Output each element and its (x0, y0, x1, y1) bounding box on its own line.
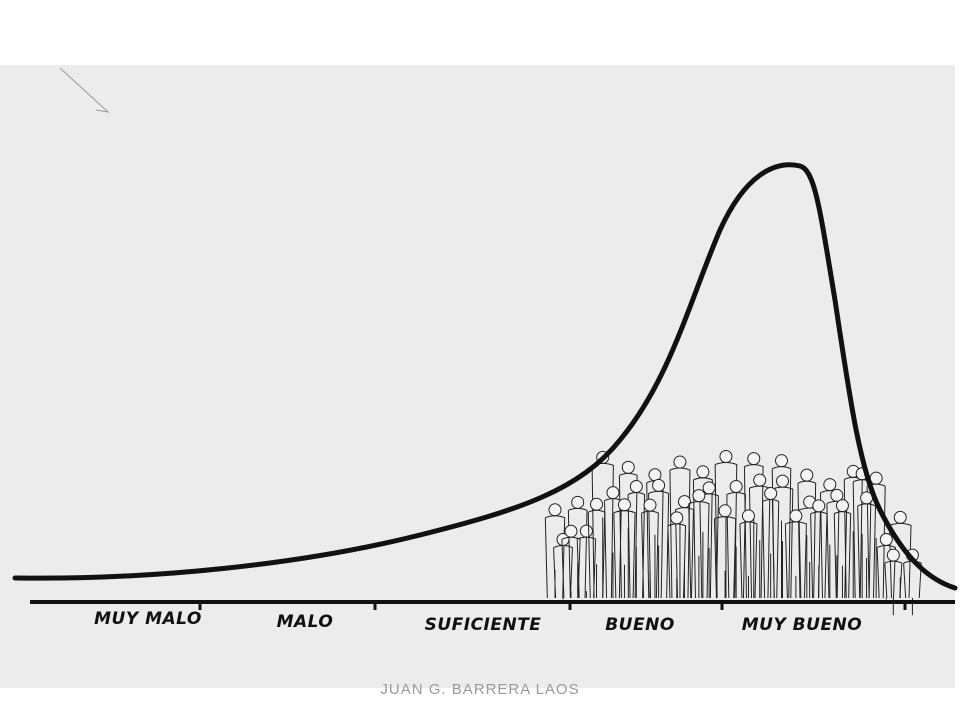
crowd-figure (753, 473, 767, 487)
crowd-figure (869, 471, 883, 485)
crowd-figure (800, 468, 814, 482)
axis-label: MALO (277, 612, 334, 632)
crowd (544, 450, 922, 616)
crowd-figure (823, 478, 837, 492)
crowd-figure (548, 503, 562, 517)
crowd-figure (643, 498, 657, 512)
axis-label: MUY BUENO (742, 615, 863, 635)
crowd-figure (627, 492, 646, 599)
axis-ticks (198, 600, 907, 610)
crowd-figure (797, 480, 817, 599)
crowd-figure (775, 454, 789, 468)
crowd-figure (696, 465, 710, 479)
crowd-figure (587, 509, 606, 599)
axis-label: SUFICIENTE (425, 615, 542, 635)
crowd-figure (667, 523, 687, 599)
crowd-figure (719, 450, 733, 464)
crowd-figure (590, 497, 604, 511)
crowd-figure (629, 480, 643, 494)
distribution-curve (12, 162, 958, 591)
crowd-figure (652, 478, 666, 492)
crowd-figure (571, 495, 585, 509)
paper-mark (59, 67, 110, 113)
crowd-figure (789, 509, 803, 523)
crowd-figure (713, 516, 737, 599)
crowd-figure (810, 511, 828, 599)
crowd-figure (739, 521, 758, 599)
axis-label: MUY MALO (94, 609, 202, 629)
axis-label: BUENO (605, 615, 675, 635)
crowd-figure (776, 474, 790, 488)
crowd-figure (876, 544, 896, 600)
crowd-figure (613, 510, 636, 599)
crowd-figure (606, 486, 620, 500)
crowd-figure (617, 498, 631, 512)
crowd-figure (641, 510, 659, 599)
crowd-figure (702, 481, 716, 495)
crowd-figure (833, 511, 852, 599)
crowd-figure (743, 464, 764, 599)
credit: JUAN G. BARRERA LAOS (380, 681, 579, 698)
crowd-figure (564, 524, 578, 538)
crowd-figure (812, 499, 826, 513)
crowd-figure (670, 511, 684, 525)
crowd-figure (567, 507, 588, 599)
paper (0, 65, 955, 688)
crowd-figure (762, 498, 780, 599)
crowd-figure (561, 536, 581, 599)
crowd-figure (886, 548, 900, 562)
crowd-figure (692, 489, 706, 503)
crowd-figure (741, 509, 755, 523)
crowd-figure (669, 467, 691, 599)
crowd-figure (729, 480, 743, 494)
crowd-figure (688, 501, 710, 599)
crowd-figure (764, 486, 778, 500)
crowd-figure (621, 460, 635, 474)
crowd-figure (553, 545, 573, 600)
crowd-figure (893, 510, 907, 524)
crowd-figure (718, 504, 732, 518)
crowd-figure (879, 532, 893, 546)
crowd-figure (579, 524, 593, 538)
crowd-figure (835, 499, 849, 513)
crowd-figure (784, 521, 807, 599)
crowd-figure (747, 452, 761, 466)
crowd-figure (673, 455, 687, 469)
